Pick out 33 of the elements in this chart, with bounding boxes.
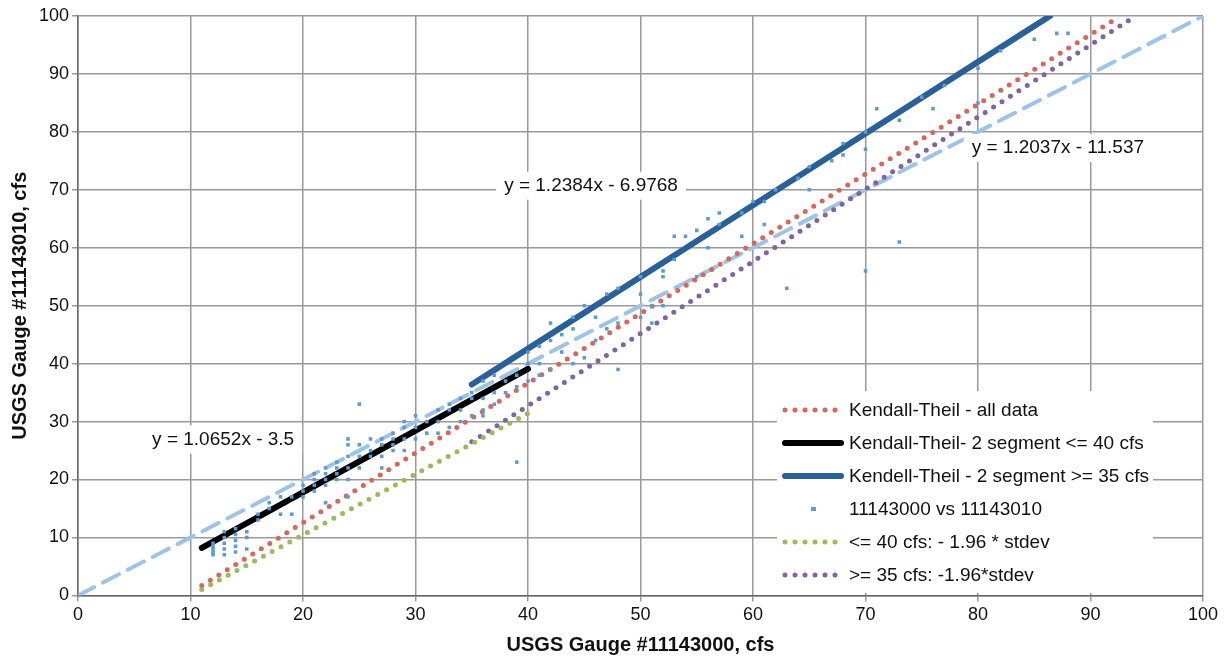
- legend-label: Kendall-Theil- 2 segment <= 40 cfs: [849, 431, 1144, 454]
- legend-label: Kendell-Theil - 2 segment >= 35 cfs: [849, 464, 1149, 487]
- x-tick-label: 60: [743, 604, 764, 625]
- legend-label: >= 35 cfs: -1.96*stdev: [849, 563, 1034, 586]
- x-axis-title: USGS Gauge #11143000, cfs: [506, 632, 775, 655]
- y-tick-label: 50: [49, 294, 70, 315]
- y-tick-label: 10: [49, 526, 70, 547]
- x-tick-label: 40: [518, 604, 539, 625]
- annotation: y = 1.0652x - 3.5: [152, 427, 295, 449]
- x-tick-label: 70: [855, 604, 876, 625]
- legend-label: Kendall-Theil - all data: [849, 398, 1039, 421]
- x-tick-label: 90: [1080, 604, 1101, 625]
- x-tick-label: 30: [405, 604, 426, 625]
- y-tick-label: 20: [49, 468, 70, 489]
- x-tick-label: 20: [293, 604, 314, 625]
- y-tick-label: 0: [59, 584, 70, 605]
- x-tick-label: 0: [73, 604, 84, 625]
- y-tick-label: 80: [49, 120, 70, 141]
- x-tick-label: 100: [1187, 604, 1219, 625]
- y-axis-title: USGS Gauge #11143010, cfs: [7, 171, 30, 440]
- y-tick-label: 60: [49, 236, 70, 257]
- legend-label: <= 40 cfs: - 1.96 * stdev: [849, 530, 1050, 553]
- annotation: y = 1.2384x - 6.9768: [504, 174, 678, 195]
- annotation: y = 1.2037x - 11.537: [971, 136, 1145, 158]
- y-tick-label: 100: [38, 4, 70, 25]
- x-tick-label: 50: [630, 604, 651, 625]
- y-tick-label: 40: [49, 352, 70, 373]
- y-tick-label: 30: [49, 410, 70, 431]
- x-tick-label: 10: [180, 604, 201, 625]
- y-tick-label: 90: [49, 62, 70, 83]
- legend-label: 11143000 vs 11143010: [849, 497, 1042, 520]
- y-tick-label: 70: [49, 178, 70, 199]
- x-tick-label: 80: [967, 604, 989, 625]
